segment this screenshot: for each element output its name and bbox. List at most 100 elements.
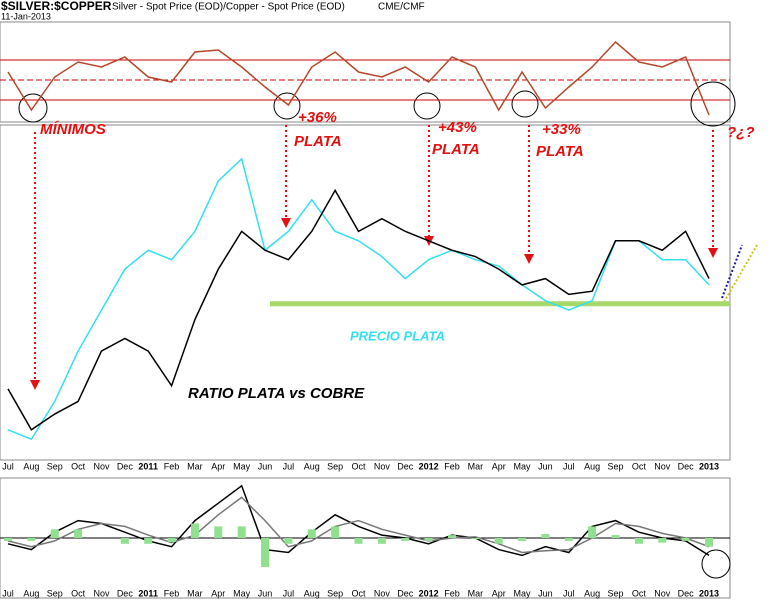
x-tick-label: Jul: [563, 588, 575, 598]
histogram-bar: [634, 538, 643, 544]
x-tick-label: Jun: [258, 461, 273, 471]
series-line: [7, 496, 710, 554]
x-tick-label: 2012: [419, 588, 439, 598]
x-tick-label: Feb: [444, 461, 460, 471]
date: 11-Jan-2013: [1, 11, 51, 21]
histogram-bar: [307, 529, 316, 538]
annotation: MÍNIMOS: [40, 121, 106, 138]
histogram-bar: [681, 538, 690, 541]
histogram-bar: [214, 526, 223, 538]
x-tick-label: Dec: [397, 588, 414, 598]
chart-subtitle: Silver - Spot Price (EOD)/Copper - Spot …: [112, 2, 345, 13]
histogram-bar: [494, 538, 503, 544]
histogram-bar: [261, 538, 270, 567]
circle: [701, 549, 731, 579]
x-tick-label: Sep: [47, 588, 63, 598]
histogram-bar: [354, 538, 363, 544]
x-tick-label: Apr: [211, 588, 225, 598]
main-frame: [0, 124, 731, 461]
histogram-bar: [120, 538, 129, 544]
x-tick-label: Nov: [374, 588, 391, 598]
x-tick-label: 2013: [699, 461, 719, 471]
x-tick-label: 2011: [138, 461, 158, 471]
circle: [18, 93, 48, 123]
x-tick-label: Dec: [117, 461, 134, 471]
series-label: RATIO PLATA vs COBRE: [188, 385, 365, 402]
histogram-bar: [424, 538, 433, 541]
annotation: +36%: [298, 109, 337, 126]
x-tick-label: Sep: [608, 461, 624, 471]
x-tick-label: Nov: [654, 461, 671, 471]
arrow: [723, 244, 758, 303]
x-tick-label: Nov: [93, 588, 110, 598]
histogram-bar: [658, 538, 667, 543]
x-tick-label: Jul: [2, 461, 14, 471]
x-tick-label: Oct: [351, 461, 366, 471]
x-tick-label: Aug: [23, 461, 39, 471]
series-line: [7, 40, 710, 116]
x-tick-label: May: [514, 461, 532, 471]
x-tick-label: Oct: [71, 588, 86, 598]
x-tick-label: Nov: [93, 461, 110, 471]
x-tick-label: Aug: [23, 588, 39, 598]
x-tick-label: Apr: [492, 461, 506, 471]
x-tick-label: Jul: [563, 461, 575, 471]
x-tick-label: 2011: [138, 588, 158, 598]
x-tick-label: May: [514, 588, 532, 598]
histogram-bar: [377, 538, 386, 544]
x-tick-label: Sep: [608, 588, 624, 598]
source: CME/CMF: [378, 2, 425, 13]
histogram-bar: [237, 526, 246, 538]
arrow: [721, 244, 743, 299]
circle: [690, 81, 736, 127]
circle: [413, 92, 441, 120]
histogram-bar: [588, 526, 597, 538]
chart-title: $SILVER:$COPPER: [1, 0, 112, 13]
x-tick-label: 2012: [419, 461, 439, 471]
x-tick-label: Mar: [468, 588, 484, 598]
annotation: +33%: [542, 121, 581, 138]
x-tick-label: Jul: [2, 588, 14, 598]
markers: [18, 81, 758, 579]
x-tick-label: Oct: [71, 461, 86, 471]
histogram-bar: [518, 538, 527, 541]
annotation: +43%: [438, 119, 477, 136]
annotation: PLATA: [294, 133, 342, 150]
histogram-bar: [541, 533, 550, 538]
circle: [273, 92, 301, 120]
histogram-bar: [401, 538, 410, 541]
x-tick-label: Dec: [678, 461, 695, 471]
histogram-bar: [705, 538, 713, 547]
x-tick-label: Dec: [678, 588, 695, 598]
x-tick-label: Dec: [397, 461, 414, 471]
x-tick-label: Feb: [164, 588, 180, 598]
histogram-bar: [564, 538, 573, 541]
x-tick-label: Aug: [584, 588, 600, 598]
x-tick-label: Apr: [211, 461, 225, 471]
histogram-bar: [611, 535, 620, 538]
x-tick-label: Mar: [187, 588, 203, 598]
x-tick-label: Dec: [117, 588, 134, 598]
x-tick-label: Mar: [187, 461, 203, 471]
x-tick-label: Aug: [584, 461, 600, 471]
histogram-bar: [331, 526, 340, 538]
x-tick-label: Jun: [538, 461, 553, 471]
histogram-bar: [284, 538, 293, 544]
circle: [511, 90, 539, 118]
x-tick-label: Nov: [654, 588, 671, 598]
annotation: ?¿?: [727, 124, 755, 141]
x-tick-label: Jul: [283, 461, 295, 471]
series-line: [7, 188, 710, 431]
histogram-bar: [50, 529, 59, 538]
x-tick-label: 2013: [699, 588, 719, 598]
histogram-bar: [447, 535, 456, 538]
annotation: PLATA: [536, 143, 584, 160]
x-tick-label: Nov: [374, 461, 391, 471]
histogram-bar: [471, 538, 480, 540]
x-tick-label: Apr: [492, 588, 506, 598]
histogram-bar: [4, 538, 12, 541]
x-tick-label: May: [233, 588, 251, 598]
histogram-bar: [144, 538, 153, 544]
x-tick-label: Sep: [47, 461, 63, 471]
